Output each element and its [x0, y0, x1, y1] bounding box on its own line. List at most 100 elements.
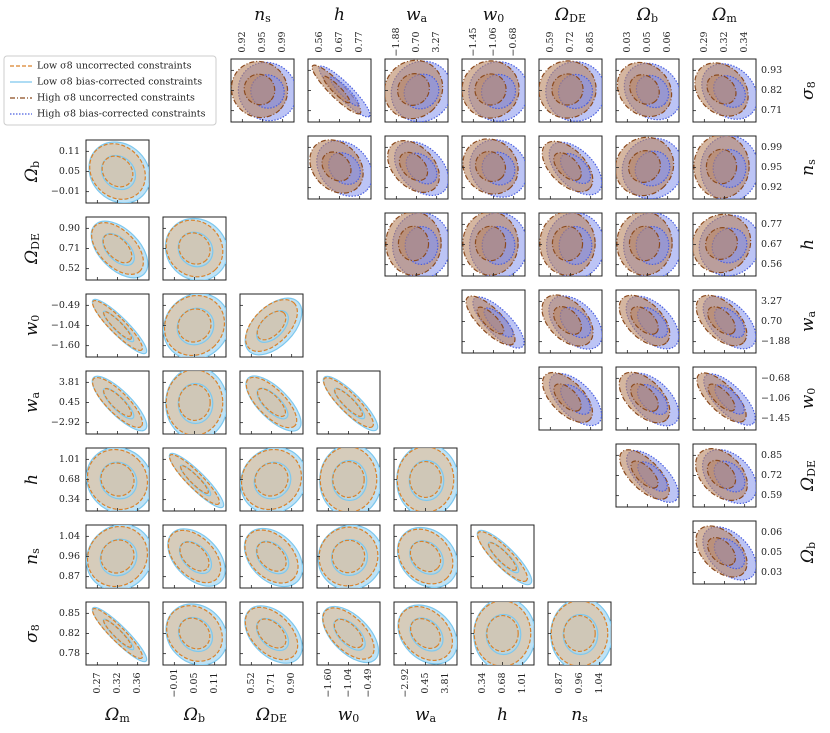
low-uncorrected-1sigma: [256, 387, 287, 418]
bottom-tick-h-0: 0.34: [477, 672, 488, 693]
high-uncorrected-1sigma: [474, 150, 507, 183]
high-uncorrected-1sigma: [706, 536, 737, 567]
right-axis-label-Ωb: Ωb: [798, 542, 819, 564]
legend-label-1: Low σ8 bias-corrected constraints: [37, 77, 202, 88]
low-uncorrected-1sigma: [100, 539, 135, 574]
lower-panel-ns-vs-Ωm: [85, 524, 150, 589]
right-tick-ΩDE-1: 0.72: [761, 470, 782, 481]
bottom-tick-ΩDE-0: 0.52: [246, 672, 257, 693]
upper-panel-ns-vs-Ωb: [615, 135, 680, 200]
top-tick-ns-2: 0.99: [277, 31, 288, 52]
high-uncorrected-1sigma: [551, 73, 584, 106]
legend: Low σ8 uncorrected constraints Low σ8 bia…: [3, 55, 217, 126]
low-corrected-1sigma: [102, 387, 135, 420]
upper-panel-ns-vs-h: [307, 135, 372, 200]
lower-panel-h-vs-Ωb: [162, 447, 227, 512]
left-tick-ns-0: 1.04: [59, 531, 80, 542]
lower-panel-σ8-vs-h: [470, 601, 535, 666]
upper-panel-σ8-vs-ns: [230, 58, 295, 123]
left-tick-w0-2: −1.60: [51, 340, 80, 351]
bottom-axis-label-Ωm: Ωm: [104, 705, 130, 726]
low-corrected-1sigma: [256, 387, 289, 420]
upper-panel-ns-vs-w0: [461, 135, 526, 200]
low-uncorrected-1sigma: [256, 541, 287, 572]
low-corrected-1sigma: [256, 310, 289, 343]
left-tick-σ8-0: 0.85: [59, 608, 80, 619]
upper-panel-ns-vs-ΩDE: [538, 135, 603, 200]
right-axis-label-ΩDE: ΩDE: [798, 460, 819, 492]
right-tick-h-1: 0.67: [761, 239, 782, 250]
top-tick-Ωb-2: 0.06: [662, 31, 673, 52]
upper-panel-wa-vs-Ωm: [692, 289, 757, 354]
left-axis-label-σ8: σ8: [22, 624, 43, 643]
top-tick-Ωm-0: 0.29: [699, 31, 710, 52]
high-uncorrected-1sigma: [551, 225, 584, 262]
upper-panel-σ8-vs-h: [307, 58, 372, 123]
top-tick-Ωb-0: 0.03: [622, 31, 633, 52]
low-uncorrected-1sigma: [177, 308, 212, 343]
top-axis-label-wa: wa: [406, 5, 428, 26]
low-corrected-1sigma: [177, 616, 214, 653]
right-tick-w0-2: −1.45: [761, 413, 790, 424]
low-uncorrected-1sigma: [101, 155, 134, 188]
high-uncorrected-1sigma: [476, 306, 505, 335]
top-axis-label-ΩDE: ΩDE: [554, 5, 586, 26]
right-tick-wa-1: 0.70: [761, 316, 782, 327]
bottom-tick-Ωb-2: 0.11: [209, 672, 220, 693]
low-uncorrected-1sigma: [331, 539, 366, 574]
high-uncorrected-1sigma: [322, 75, 351, 104]
high-uncorrected-1sigma: [397, 225, 430, 262]
right-axis-label-wa: wa: [798, 311, 819, 333]
upper-panel-h-vs-w0: [461, 212, 526, 277]
top-tick-wa-0: −1.88: [391, 27, 402, 56]
legend-frame: [3, 55, 217, 126]
left-tick-h-0: 1.01: [59, 454, 80, 465]
bottom-tick-ns-0: 0.87: [554, 672, 565, 693]
left-tick-h-1: 0.68: [59, 474, 80, 485]
high-uncorrected-1sigma: [630, 306, 659, 335]
low-uncorrected-1sigma: [410, 618, 441, 649]
bottom-tick-w0-1: −1.04: [343, 668, 354, 697]
bottom-axis-label-ΩDE: ΩDE: [255, 705, 287, 726]
left-tick-ΩDE-1: 0.71: [59, 243, 80, 254]
top-tick-ΩDE-1: 0.72: [565, 31, 576, 52]
bottom-axis-label-Ωb: Ωb: [183, 705, 205, 726]
low-uncorrected-1sigma: [256, 310, 287, 341]
upper-panel-wa-vs-Ωb: [615, 289, 680, 354]
lower-panel-σ8-vs-Ωb: [162, 601, 227, 666]
upper-panel-w0-vs-Ωb: [615, 366, 680, 431]
right-tick-σ8-2: 0.71: [761, 105, 782, 116]
top-tick-ΩDE-2: 0.85: [585, 31, 596, 52]
top-tick-h-2: 0.77: [354, 31, 365, 52]
left-tick-h-2: 0.34: [59, 494, 80, 505]
bottom-tick-h-1: 0.68: [497, 672, 508, 693]
high-uncorrected-1sigma: [628, 225, 661, 262]
left-tick-σ8-2: 0.78: [59, 648, 80, 659]
right-tick-ns-0: 0.99: [761, 142, 782, 153]
right-tick-ΩDE-0: 0.85: [761, 450, 782, 461]
left-tick-w0-0: −0.49: [51, 300, 80, 311]
bottom-tick-Ωb-1: 0.05: [189, 672, 200, 693]
lower-panel-Ωb-vs-Ωm: [85, 139, 150, 204]
low-uncorrected-1sigma: [486, 614, 519, 653]
right-tick-w0-1: −1.06: [761, 393, 790, 404]
labels-layer: 0.27 0.32 0.36 Ωm −0.01 0.05 0.11 Ωb 0.52 0.71 0.9…: [22, 5, 819, 726]
right-axis-label-w0: w0: [798, 388, 819, 410]
low-uncorrected-1sigma: [179, 541, 210, 572]
low-uncorrected-1sigma: [256, 618, 287, 649]
right-axis-label-h: h: [798, 239, 818, 250]
low-uncorrected-1sigma: [180, 465, 209, 494]
right-tick-ΩDE-2: 0.59: [761, 490, 782, 501]
top-axis-label-h: h: [334, 5, 345, 25]
top-axis-label-Ωm: Ωm: [711, 5, 737, 26]
top-tick-w0-0: −1.45: [468, 27, 479, 56]
left-axis-label-h: h: [22, 474, 42, 485]
panels-layer: [85, 58, 757, 666]
right-tick-wa-2: −1.88: [761, 336, 790, 347]
low-uncorrected-1sigma: [178, 232, 211, 265]
high-uncorrected-1sigma: [398, 151, 429, 182]
bottom-tick-wa-2: 3.81: [440, 672, 451, 693]
right-tick-Ωb-2: 0.03: [761, 567, 782, 578]
lower-panel-ns-vs-Ωb: [162, 524, 227, 589]
upper-panel-w0-vs-Ωm: [692, 366, 757, 431]
